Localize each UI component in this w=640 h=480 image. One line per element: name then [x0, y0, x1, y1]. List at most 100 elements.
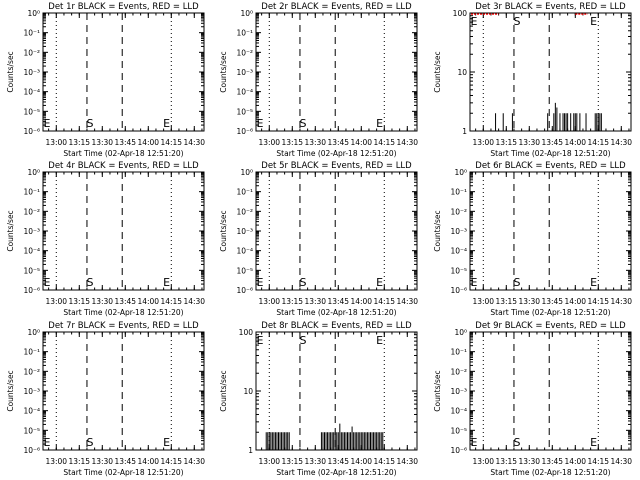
- y-tick-label: 10⁻¹: [23, 348, 40, 357]
- x-tick-label: 14:30: [396, 457, 418, 466]
- y-axis-label: Counts/sec: [6, 210, 15, 251]
- x-tick-label: 13:15: [68, 297, 90, 306]
- y-axis-label: Counts/sec: [219, 370, 228, 411]
- x-tick-label: 13:00: [258, 457, 280, 466]
- chart-panel: Det 5r BLACK = Events, RED = LLD Start Ti…: [219, 161, 418, 317]
- x-axis-label: Start Time (02-Apr-18 12:51:20): [490, 149, 610, 158]
- x-tick-label: 13:45: [114, 457, 136, 466]
- x-tick-label: 13:15: [495, 457, 517, 466]
- plot-frame: [469, 12, 632, 132]
- y-tick-label: 100: [239, 328, 254, 337]
- interval-marker-label: E: [44, 436, 51, 449]
- y-tick-label: 10⁻¹: [236, 188, 253, 197]
- x-tick-label: 14:15: [373, 457, 395, 466]
- x-tick-label: 14:00: [137, 457, 159, 466]
- x-tick-label: 14:15: [160, 138, 182, 147]
- chart-panel: Det 6r BLACK = Events, RED = LLD Start Ti…: [433, 161, 632, 317]
- interval-marker-label: E: [590, 15, 597, 28]
- y-tick-label: 1: [462, 127, 467, 136]
- x-tick-label: 13:45: [541, 457, 563, 466]
- x-axis-label: Start Time (02-Apr-18 12:51:20): [490, 308, 610, 317]
- x-tick-label: 14:15: [160, 297, 182, 306]
- x-tick-label: 13:00: [472, 297, 494, 306]
- y-tick-label: 10⁻³: [23, 227, 40, 236]
- x-axis-label: Start Time (02-Apr-18 12:51:20): [490, 468, 610, 477]
- interval-marker-label: S: [86, 276, 93, 289]
- y-tick-label: 10⁻⁶: [23, 127, 40, 136]
- x-tick-label: 14:00: [137, 297, 159, 306]
- y-tick-label: 10⁰: [27, 9, 40, 18]
- x-tick-label: 13:30: [91, 297, 113, 306]
- y-tick-label: 10⁰: [240, 168, 253, 177]
- interval-marker-label: E: [376, 117, 383, 130]
- chart-title: Det 2r BLACK = Events, RED = LLD: [261, 2, 412, 12]
- x-tick-label: 13:15: [495, 297, 517, 306]
- x-tick-label: 13:30: [518, 457, 540, 466]
- y-tick-label: 10⁻⁵: [450, 266, 467, 275]
- chart-panel: Det 7r BLACK = Events, RED = LLD Start Ti…: [6, 321, 205, 477]
- x-tick-label: 14:30: [183, 457, 205, 466]
- y-axis-label: Counts/sec: [433, 210, 442, 251]
- chart-panel: Det 2r BLACK = Events, RED = LLD Start Ti…: [219, 2, 418, 158]
- x-tick-label: 14:15: [587, 457, 609, 466]
- interval-marker-label: S: [513, 436, 520, 449]
- x-tick-label: 14:15: [587, 138, 609, 147]
- y-tick-label: 10⁻³: [23, 68, 40, 77]
- x-tick-label: 13:15: [68, 138, 90, 147]
- plot-frame: [255, 12, 418, 132]
- x-tick-label: 13:45: [114, 297, 136, 306]
- y-tick-label: 10⁰: [454, 168, 467, 177]
- chart-title: Det 4r BLACK = Events, RED = LLD: [48, 161, 199, 171]
- x-tick-label: 14:30: [183, 138, 205, 147]
- x-axis-label: Start Time (02-Apr-18 12:51:20): [276, 149, 396, 158]
- interval-marker-label: E: [44, 276, 51, 289]
- x-tick-label: 13:15: [281, 457, 303, 466]
- y-tick-label: 10⁻²: [450, 207, 467, 216]
- y-tick-label: 10⁻⁶: [23, 286, 40, 295]
- x-tick-label: 14:00: [564, 297, 586, 306]
- interval-marker-label: E: [376, 334, 383, 347]
- x-tick-label: 13:30: [304, 138, 326, 147]
- plot-frame: [255, 331, 418, 451]
- y-tick-label: 10⁻³: [236, 227, 253, 236]
- y-tick-label: 10⁻²: [236, 48, 253, 57]
- plot-frame: [42, 171, 205, 291]
- chart-panel: Det 1r BLACK = Events, RED = LLD Start Ti…: [6, 2, 205, 158]
- x-tick-label: 14:00: [564, 138, 586, 147]
- interval-marker-label: E: [257, 334, 264, 347]
- chart-title: Det 7r BLACK = Events, RED = LLD: [48, 321, 199, 331]
- y-tick-label: 10⁻⁵: [236, 107, 253, 116]
- x-tick-label: 14:15: [160, 457, 182, 466]
- x-tick-label: 13:45: [114, 138, 136, 147]
- x-tick-label: 13:15: [281, 297, 303, 306]
- x-tick-label: 14:00: [350, 138, 372, 147]
- y-tick-label: 10: [457, 68, 467, 77]
- interval-marker-label: S: [299, 334, 306, 347]
- x-tick-label: 14:30: [610, 297, 632, 306]
- interval-marker-label: E: [257, 117, 264, 130]
- x-axis-label: Start Time (02-Apr-18 12:51:20): [63, 468, 183, 477]
- x-tick-label: 13:30: [518, 138, 540, 147]
- x-tick-label: 13:00: [472, 457, 494, 466]
- x-tick-label: 13:30: [518, 297, 540, 306]
- interval-marker-label: E: [376, 276, 383, 289]
- y-tick-label: 100: [453, 9, 468, 18]
- x-tick-label: 14:00: [137, 138, 159, 147]
- x-tick-label: 14:30: [396, 297, 418, 306]
- y-tick-label: 10⁻⁶: [236, 286, 253, 295]
- chart-title: Det 6r BLACK = Events, RED = LLD: [475, 161, 626, 171]
- x-tick-label: 13:45: [327, 297, 349, 306]
- y-tick-label: 10⁻⁴: [23, 247, 40, 256]
- interval-marker-label: S: [299, 117, 306, 130]
- x-tick-label: 14:00: [350, 297, 372, 306]
- y-tick-label: 10⁻³: [450, 387, 467, 396]
- chart-title: Det 8r BLACK = Events, RED = LLD: [261, 321, 412, 331]
- y-tick-label: 10⁻⁴: [450, 407, 467, 416]
- y-tick-label: 10⁻³: [450, 227, 467, 236]
- y-tick-label: 10⁰: [27, 328, 40, 337]
- x-tick-label: 14:00: [350, 457, 372, 466]
- x-tick-label: 14:15: [373, 138, 395, 147]
- y-axis-label: Counts/sec: [6, 51, 15, 92]
- x-tick-label: 13:15: [281, 138, 303, 147]
- y-tick-label: 10⁻¹: [450, 188, 467, 197]
